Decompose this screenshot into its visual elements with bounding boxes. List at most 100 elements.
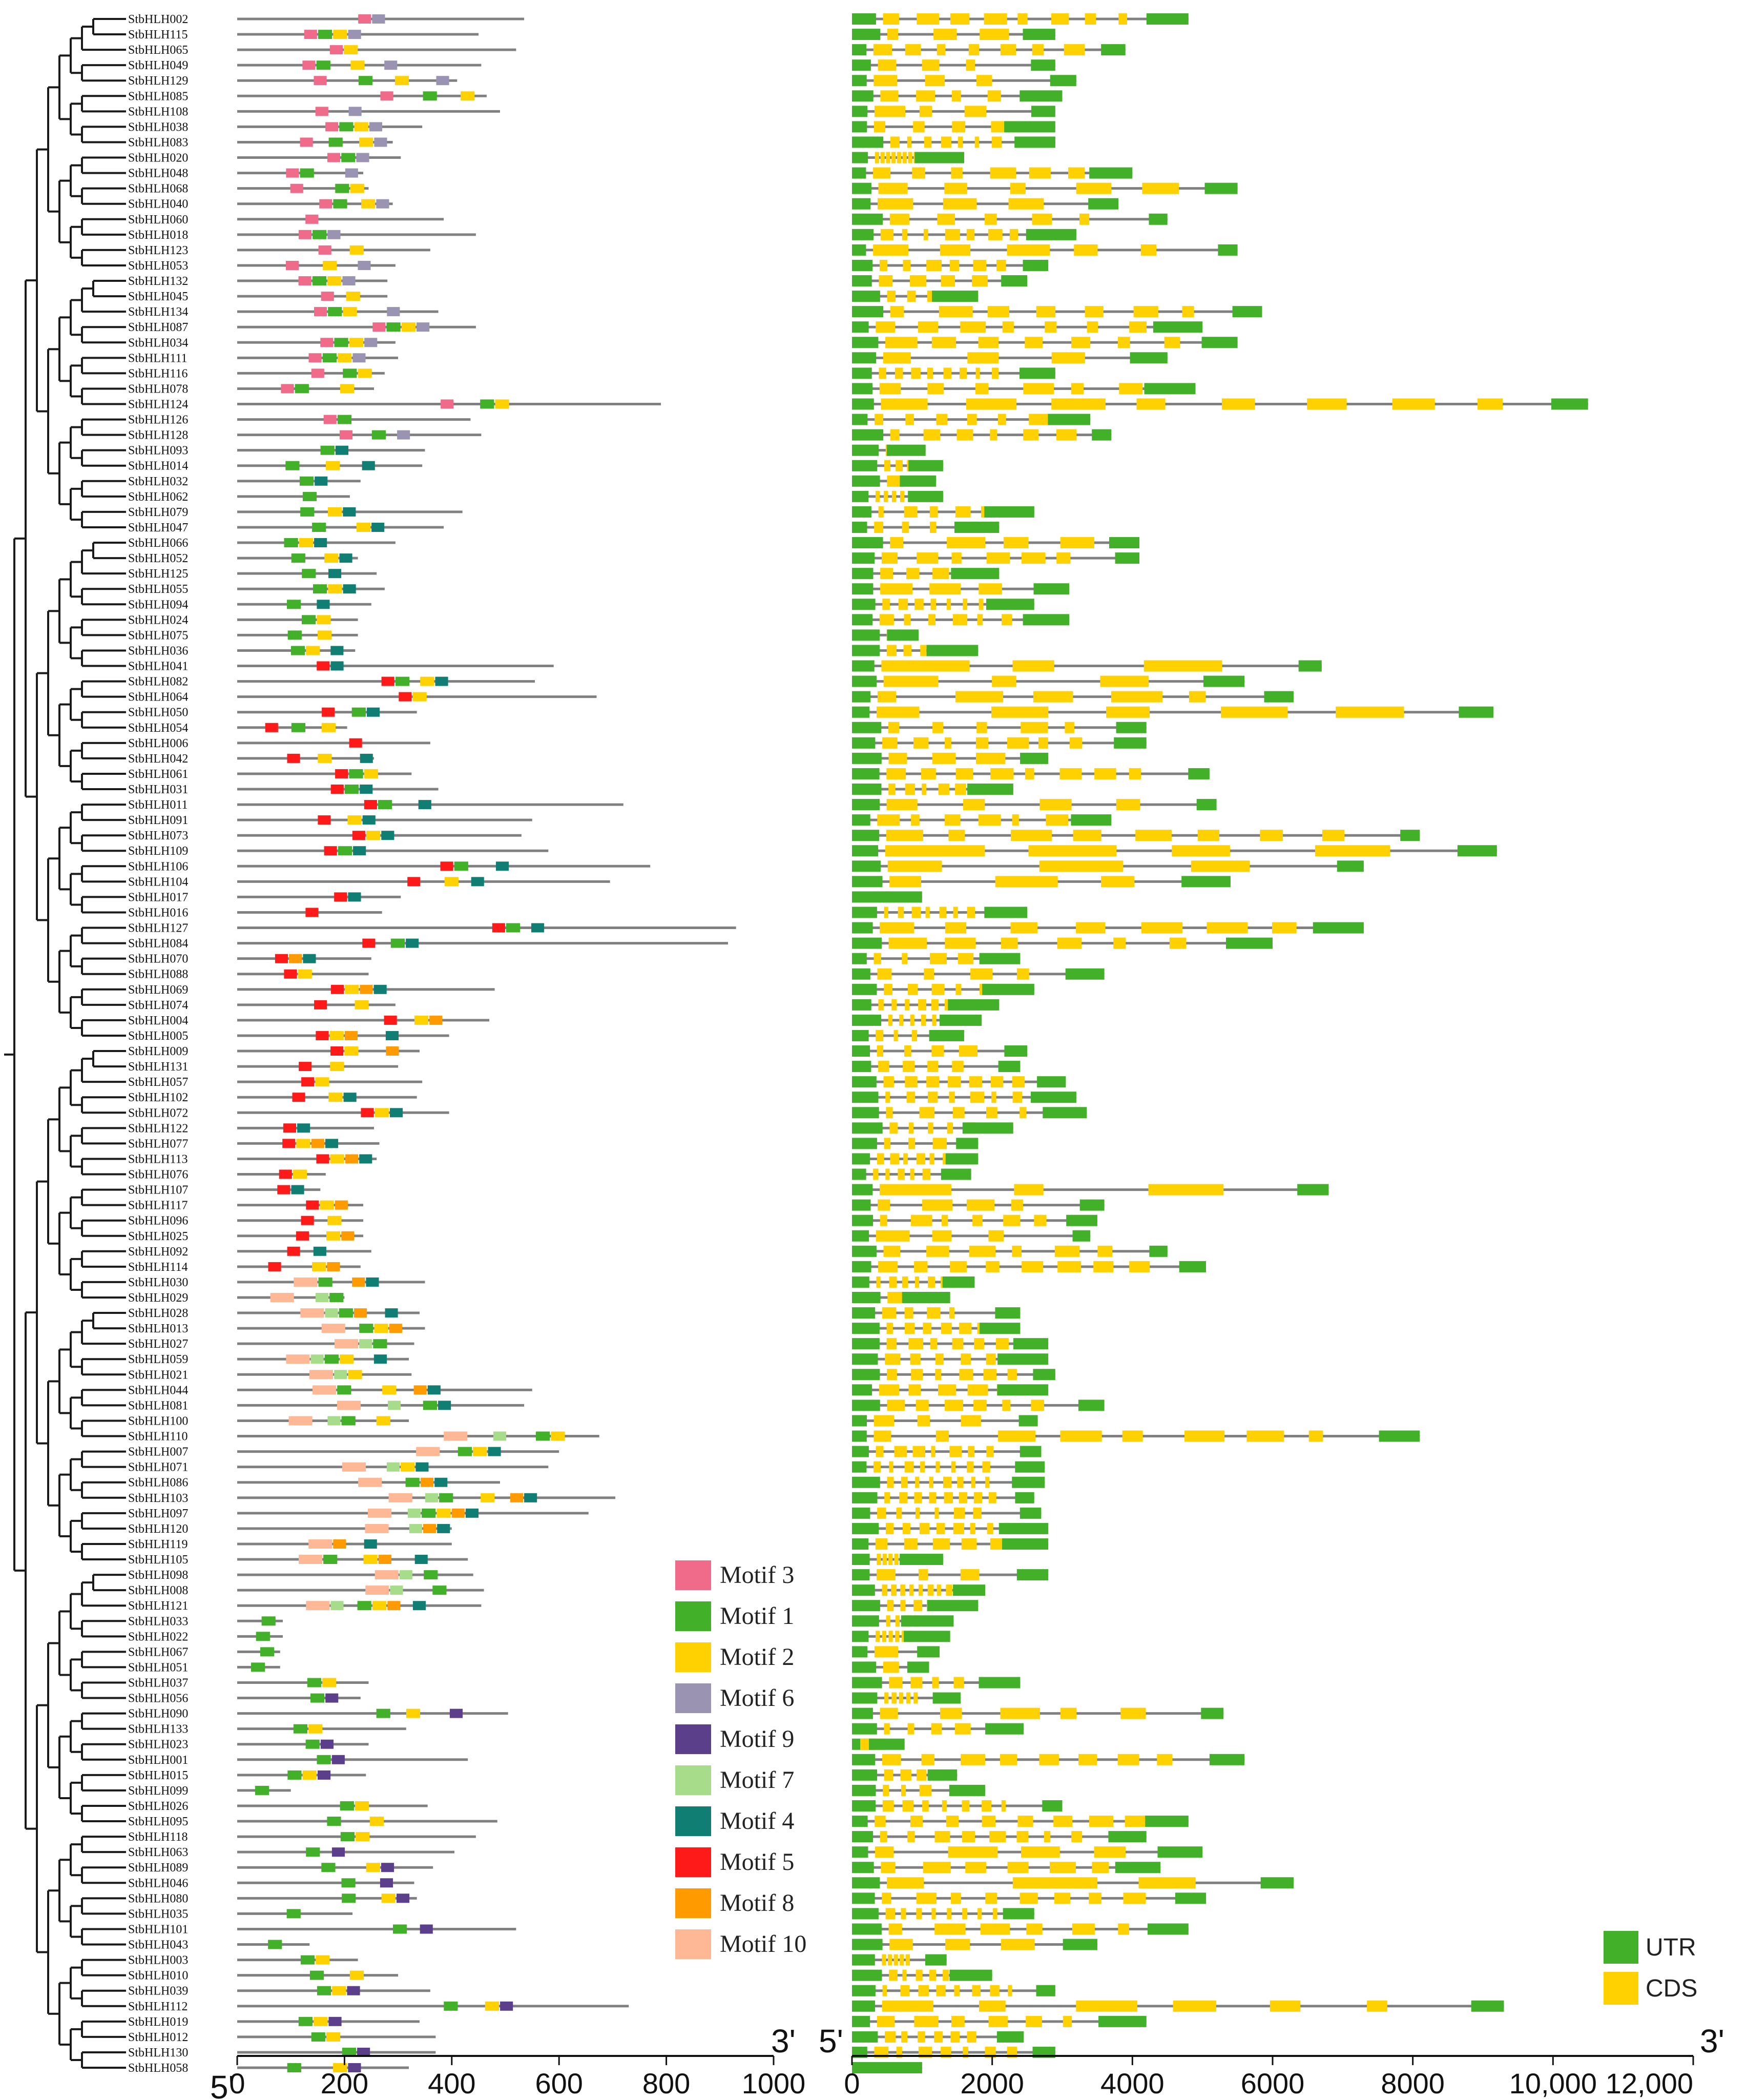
cds-block: [935, 1353, 944, 1365]
gene-structure-row: [852, 1522, 1049, 1534]
motif-block-motif-1: [300, 1955, 315, 1965]
cds-block: [896, 475, 901, 487]
gene-label: StbHLH026: [128, 1800, 188, 1813]
cds-block: [874, 75, 898, 87]
utr-block: [852, 337, 879, 348]
gene-structure-row: [852, 2031, 1024, 2043]
cds-block: [888, 1923, 902, 1935]
motif-block-motif-1: [349, 769, 363, 778]
motif-axis-tick-label: 1000: [742, 2067, 806, 2099]
motif-legend-label: Motif 7: [720, 1766, 794, 1794]
gene-label: StbHLH048: [128, 167, 188, 180]
motif-row: [237, 1108, 449, 1118]
gene-structure-row: [852, 1615, 954, 1627]
utr-block: [852, 1061, 871, 1073]
motif-block-motif-7: [359, 1339, 372, 1349]
cds-block: [891, 1692, 897, 1704]
utr-block: [852, 629, 880, 641]
utr-block: [886, 444, 926, 456]
utr-block: [852, 1492, 878, 1504]
structure-legend-label: UTR: [1646, 1934, 1696, 1961]
motif-block-motif-3: [298, 230, 311, 239]
motif-block-motif-1: [287, 2063, 301, 2072]
motif-block-motif-4: [303, 954, 316, 963]
cds-block: [1002, 321, 1014, 333]
cds-block: [1000, 44, 1016, 56]
cds-block: [1093, 1261, 1114, 1272]
motif-row: [237, 384, 374, 394]
gene-structure-row: [852, 752, 1049, 764]
cds-block: [913, 1600, 923, 1612]
cds-block: [913, 121, 925, 133]
cds-block: [1135, 830, 1172, 841]
motif-block-motif-1: [340, 1801, 354, 1810]
motif-block-motif-2: [302, 1770, 317, 1780]
motif-row: [237, 1462, 549, 1472]
gene-structure-row: [852, 660, 1322, 672]
cds-block: [877, 1045, 883, 1057]
utr-block: [852, 229, 874, 240]
gene-label: StbHLH078: [128, 382, 188, 396]
cds-block: [987, 90, 1001, 102]
cds-block: [961, 1538, 977, 1550]
motif-block-motif-5: [292, 1093, 305, 1102]
cds-block: [887, 291, 896, 302]
motif-block-motif-4: [291, 1185, 304, 1195]
motif-block-motif-7: [388, 1401, 401, 1410]
utr-block: [852, 291, 880, 302]
cds-block: [951, 1461, 955, 1473]
motif-legend-item: Motif 6: [675, 1683, 794, 1713]
cds-block: [900, 1769, 911, 1781]
gene-structure-row: [852, 352, 1168, 364]
utr-block: [852, 1877, 880, 1889]
cds-block: [1270, 2000, 1301, 2012]
cds-block: [904, 1461, 914, 1473]
motif-block-motif-5: [318, 815, 331, 825]
utr-block: [852, 1600, 880, 1612]
utr-block: [852, 1923, 882, 1935]
cds-block: [955, 983, 962, 995]
gene-label: StbHLH127: [128, 922, 188, 935]
utr-block: [986, 599, 1034, 610]
utr-block: [852, 259, 873, 271]
motif-block-motif-6: [369, 122, 382, 132]
motif-block-motif-5: [277, 1185, 290, 1195]
motif-block-motif-9: [500, 2001, 513, 2011]
gene-label: StbHLH089: [128, 1861, 188, 1875]
motif-block-motif-10: [358, 1477, 382, 1487]
utr-block: [995, 1307, 1021, 1319]
motif-block-motif-4: [385, 1308, 398, 1318]
motif-block-motif-8: [451, 1508, 465, 1518]
gene-structure-row: [852, 1492, 1034, 1504]
utr-block: [852, 752, 882, 764]
motif-row: [237, 91, 487, 101]
cds-block: [954, 1985, 960, 1996]
motif-block-motif-1: [339, 122, 353, 132]
motif-block-motif-1: [307, 1678, 321, 1687]
cds-block: [929, 1476, 933, 1488]
gene-label: StbHLH051: [128, 1661, 188, 1674]
cds-block: [935, 1461, 940, 1473]
utr-block: [999, 1522, 1049, 1534]
cds-block: [937, 44, 946, 56]
cds-block: [911, 1030, 918, 1041]
cds-block: [907, 983, 918, 995]
motif-block-motif-2: [298, 969, 312, 979]
cds-block: [986, 552, 1010, 564]
gene-structure-row: [852, 1030, 964, 1041]
motif-row: [237, 1986, 430, 1995]
cds-block: [991, 706, 1049, 718]
gene-structure-row: [852, 1954, 947, 1966]
cds-block: [910, 1677, 923, 1689]
motif-block-motif-1: [291, 723, 305, 732]
cds-block: [877, 691, 896, 703]
motif-block-motif-1: [318, 1277, 332, 1287]
cds-block: [1060, 537, 1094, 549]
motif-block-motif-2: [356, 1832, 370, 1842]
cds-block: [882, 1754, 901, 1765]
motif-block-motif-4: [325, 1139, 339, 1148]
motif-block-motif-5: [301, 1216, 314, 1225]
utr-block: [1033, 583, 1070, 595]
cds-block: [886, 1338, 897, 1350]
